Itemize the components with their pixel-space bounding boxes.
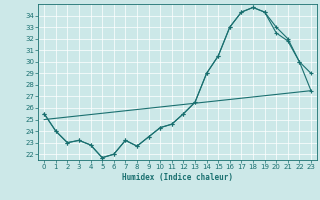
X-axis label: Humidex (Indice chaleur): Humidex (Indice chaleur)	[122, 173, 233, 182]
